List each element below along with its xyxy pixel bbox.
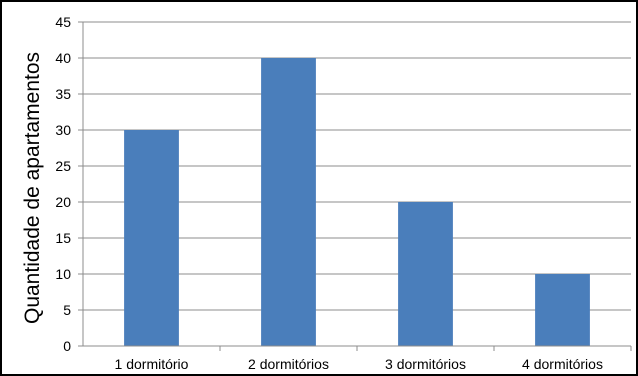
bars bbox=[124, 58, 590, 346]
x-tick-label: 3 dormitórios bbox=[385, 356, 466, 372]
y-tick-label: 5 bbox=[63, 302, 71, 318]
y-tick-label: 25 bbox=[55, 158, 71, 174]
y-tick-label: 10 bbox=[55, 266, 71, 282]
x-tick-label: 4 dormitórios bbox=[522, 356, 603, 372]
y-axis-label: Quantidade de apartamentos bbox=[21, 52, 44, 324]
bar bbox=[535, 274, 590, 346]
bar bbox=[398, 202, 453, 346]
x-tick-label: 2 dormitórios bbox=[248, 356, 329, 372]
y-tick-label: 15 bbox=[55, 230, 71, 246]
y-tick-label: 20 bbox=[55, 194, 71, 210]
x-tick-labels: 1 dormitório 2 dormitórios 3 dormitórios 4 … bbox=[115, 346, 632, 372]
y-tick-label: 35 bbox=[55, 86, 71, 102]
y-tick-label: 0 bbox=[63, 338, 71, 354]
y-tick-labels: 0 5 10 15 20 25 30 35 40 45 bbox=[55, 14, 83, 354]
y-tick-label: 45 bbox=[55, 14, 71, 30]
x-tick-label: 1 dormitório bbox=[115, 356, 189, 372]
bar bbox=[261, 58, 316, 346]
y-tick-label: 40 bbox=[55, 50, 71, 66]
bar bbox=[124, 130, 179, 346]
y-tick-label: 30 bbox=[55, 122, 71, 138]
